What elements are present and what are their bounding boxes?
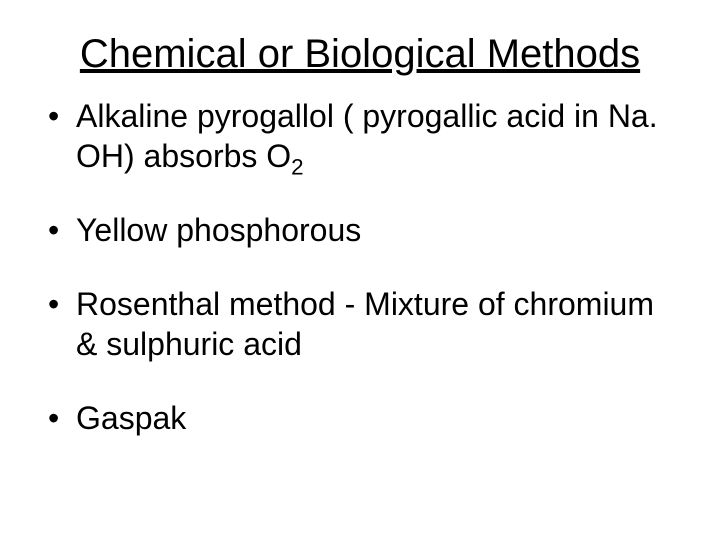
bullet-text: Rosenthal method - Mixture of chromium &… xyxy=(76,286,654,362)
bullet-text: Gaspak xyxy=(76,400,186,436)
slide-container: Chemical or Biological Methods Alkaline … xyxy=(0,0,720,540)
bullet-item: Rosenthal method - Mixture of chromium &… xyxy=(40,284,680,364)
slide-title: Chemical or Biological Methods xyxy=(40,30,680,78)
bullet-list: Alkaline pyrogallol ( pyrogallic acid in… xyxy=(40,96,680,438)
bullet-item: Gaspak xyxy=(40,398,680,438)
bullet-text: Alkaline pyrogallol ( pyrogallic acid in… xyxy=(76,98,658,174)
bullet-text: Yellow phosphorous xyxy=(76,212,361,248)
bullet-item: Alkaline pyrogallol ( pyrogallic acid in… xyxy=(40,96,680,176)
bullet-item: Yellow phosphorous xyxy=(40,210,680,250)
